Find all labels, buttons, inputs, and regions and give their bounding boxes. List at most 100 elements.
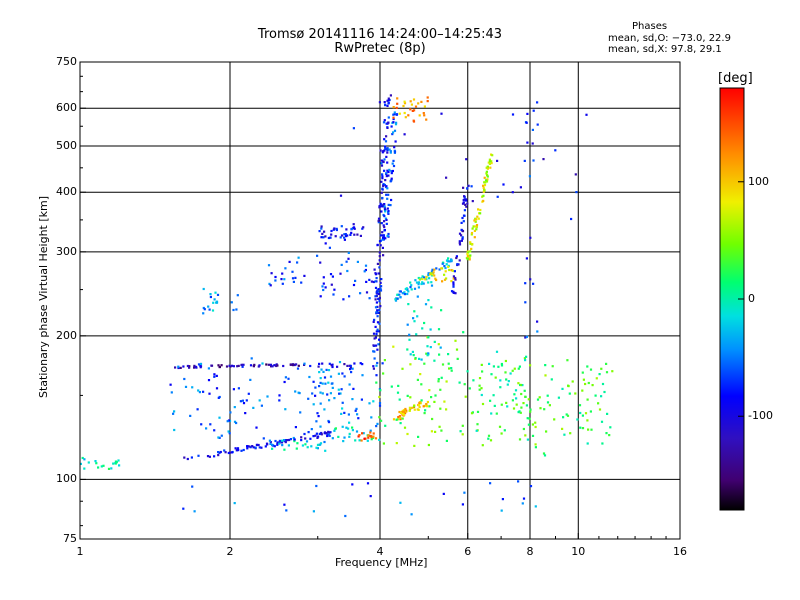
data-point <box>228 451 232 454</box>
data-point <box>332 228 335 231</box>
data-point <box>609 426 612 429</box>
data-point <box>306 446 309 449</box>
data-point <box>404 407 407 411</box>
data-point <box>424 303 428 306</box>
data-point <box>486 174 489 177</box>
data-point <box>450 367 453 370</box>
data-point <box>458 381 461 384</box>
data-point <box>283 439 286 442</box>
data-point <box>406 292 409 296</box>
data-point <box>79 462 82 465</box>
data-point <box>393 113 396 116</box>
data-point <box>173 428 176 432</box>
data-point <box>353 233 356 236</box>
data-point <box>347 427 350 430</box>
data-point <box>117 459 120 462</box>
data-point <box>415 333 418 336</box>
data-point <box>274 279 277 282</box>
data-point <box>213 375 216 378</box>
data-point <box>276 441 279 444</box>
data-point <box>561 427 564 430</box>
data-point <box>543 408 546 411</box>
data-point <box>450 290 454 293</box>
data-point <box>376 262 379 265</box>
data-point <box>458 243 462 246</box>
data-point <box>423 362 426 365</box>
data-point <box>368 297 371 300</box>
data-point <box>385 172 388 175</box>
data-point <box>327 236 330 240</box>
data-point <box>586 442 589 445</box>
axis-ticks <box>79 61 681 540</box>
data-point <box>230 301 233 304</box>
data-point <box>447 265 450 268</box>
data-point <box>102 464 105 467</box>
data-point <box>83 467 86 470</box>
data-point <box>241 365 244 368</box>
data-point <box>315 446 318 449</box>
data-point <box>287 377 290 380</box>
data-point <box>465 158 468 161</box>
data-point <box>365 280 368 283</box>
data-point <box>390 198 393 202</box>
colorbar-ticks <box>719 87 745 511</box>
data-point <box>197 454 200 457</box>
data-point <box>402 412 405 416</box>
data-point <box>320 225 323 228</box>
data-point <box>172 412 175 415</box>
y-tick-label: 400 <box>56 185 77 199</box>
data-point <box>182 507 185 510</box>
data-point <box>215 387 219 390</box>
data-point <box>404 412 407 415</box>
data-point <box>258 399 261 402</box>
data-point <box>378 206 381 209</box>
data-point <box>226 420 229 423</box>
data-point <box>370 280 373 283</box>
data-point <box>324 235 327 238</box>
data-point <box>420 358 423 361</box>
data-point <box>369 434 372 437</box>
data-point <box>276 364 279 367</box>
data-point <box>453 270 456 273</box>
data-point <box>372 367 375 370</box>
y-tick-label: 75 <box>63 532 77 545</box>
data-point <box>328 434 331 437</box>
data-point <box>329 375 333 378</box>
data-point <box>562 416 565 419</box>
data-point <box>413 405 416 408</box>
data-point <box>87 461 90 464</box>
data-point <box>362 432 365 435</box>
data-point <box>383 183 386 187</box>
data-point <box>212 301 215 304</box>
data-point <box>608 434 611 437</box>
data-point <box>94 460 97 463</box>
data-point <box>460 239 463 242</box>
data-point <box>319 377 322 380</box>
data-point <box>488 162 491 165</box>
data-point <box>462 331 465 334</box>
data-point <box>296 367 300 370</box>
data-point <box>379 305 382 308</box>
data-point <box>418 114 421 117</box>
data-point <box>312 510 315 513</box>
data-point <box>503 429 506 432</box>
data-point <box>432 271 435 274</box>
data-point <box>399 501 402 504</box>
data-point <box>433 274 436 277</box>
data-point <box>319 295 322 298</box>
data-point <box>526 417 529 420</box>
data-point <box>383 169 386 172</box>
data-point <box>385 193 388 196</box>
data-point <box>394 298 397 301</box>
data-point <box>382 372 385 375</box>
data-point <box>464 198 468 201</box>
data-point <box>600 395 603 398</box>
data-point <box>423 114 426 117</box>
data-point <box>422 282 425 285</box>
data-point <box>416 408 419 411</box>
data-point <box>581 371 584 374</box>
data-point <box>324 286 327 289</box>
data-point <box>392 106 395 109</box>
data-point <box>421 277 424 281</box>
data-point <box>378 402 382 405</box>
